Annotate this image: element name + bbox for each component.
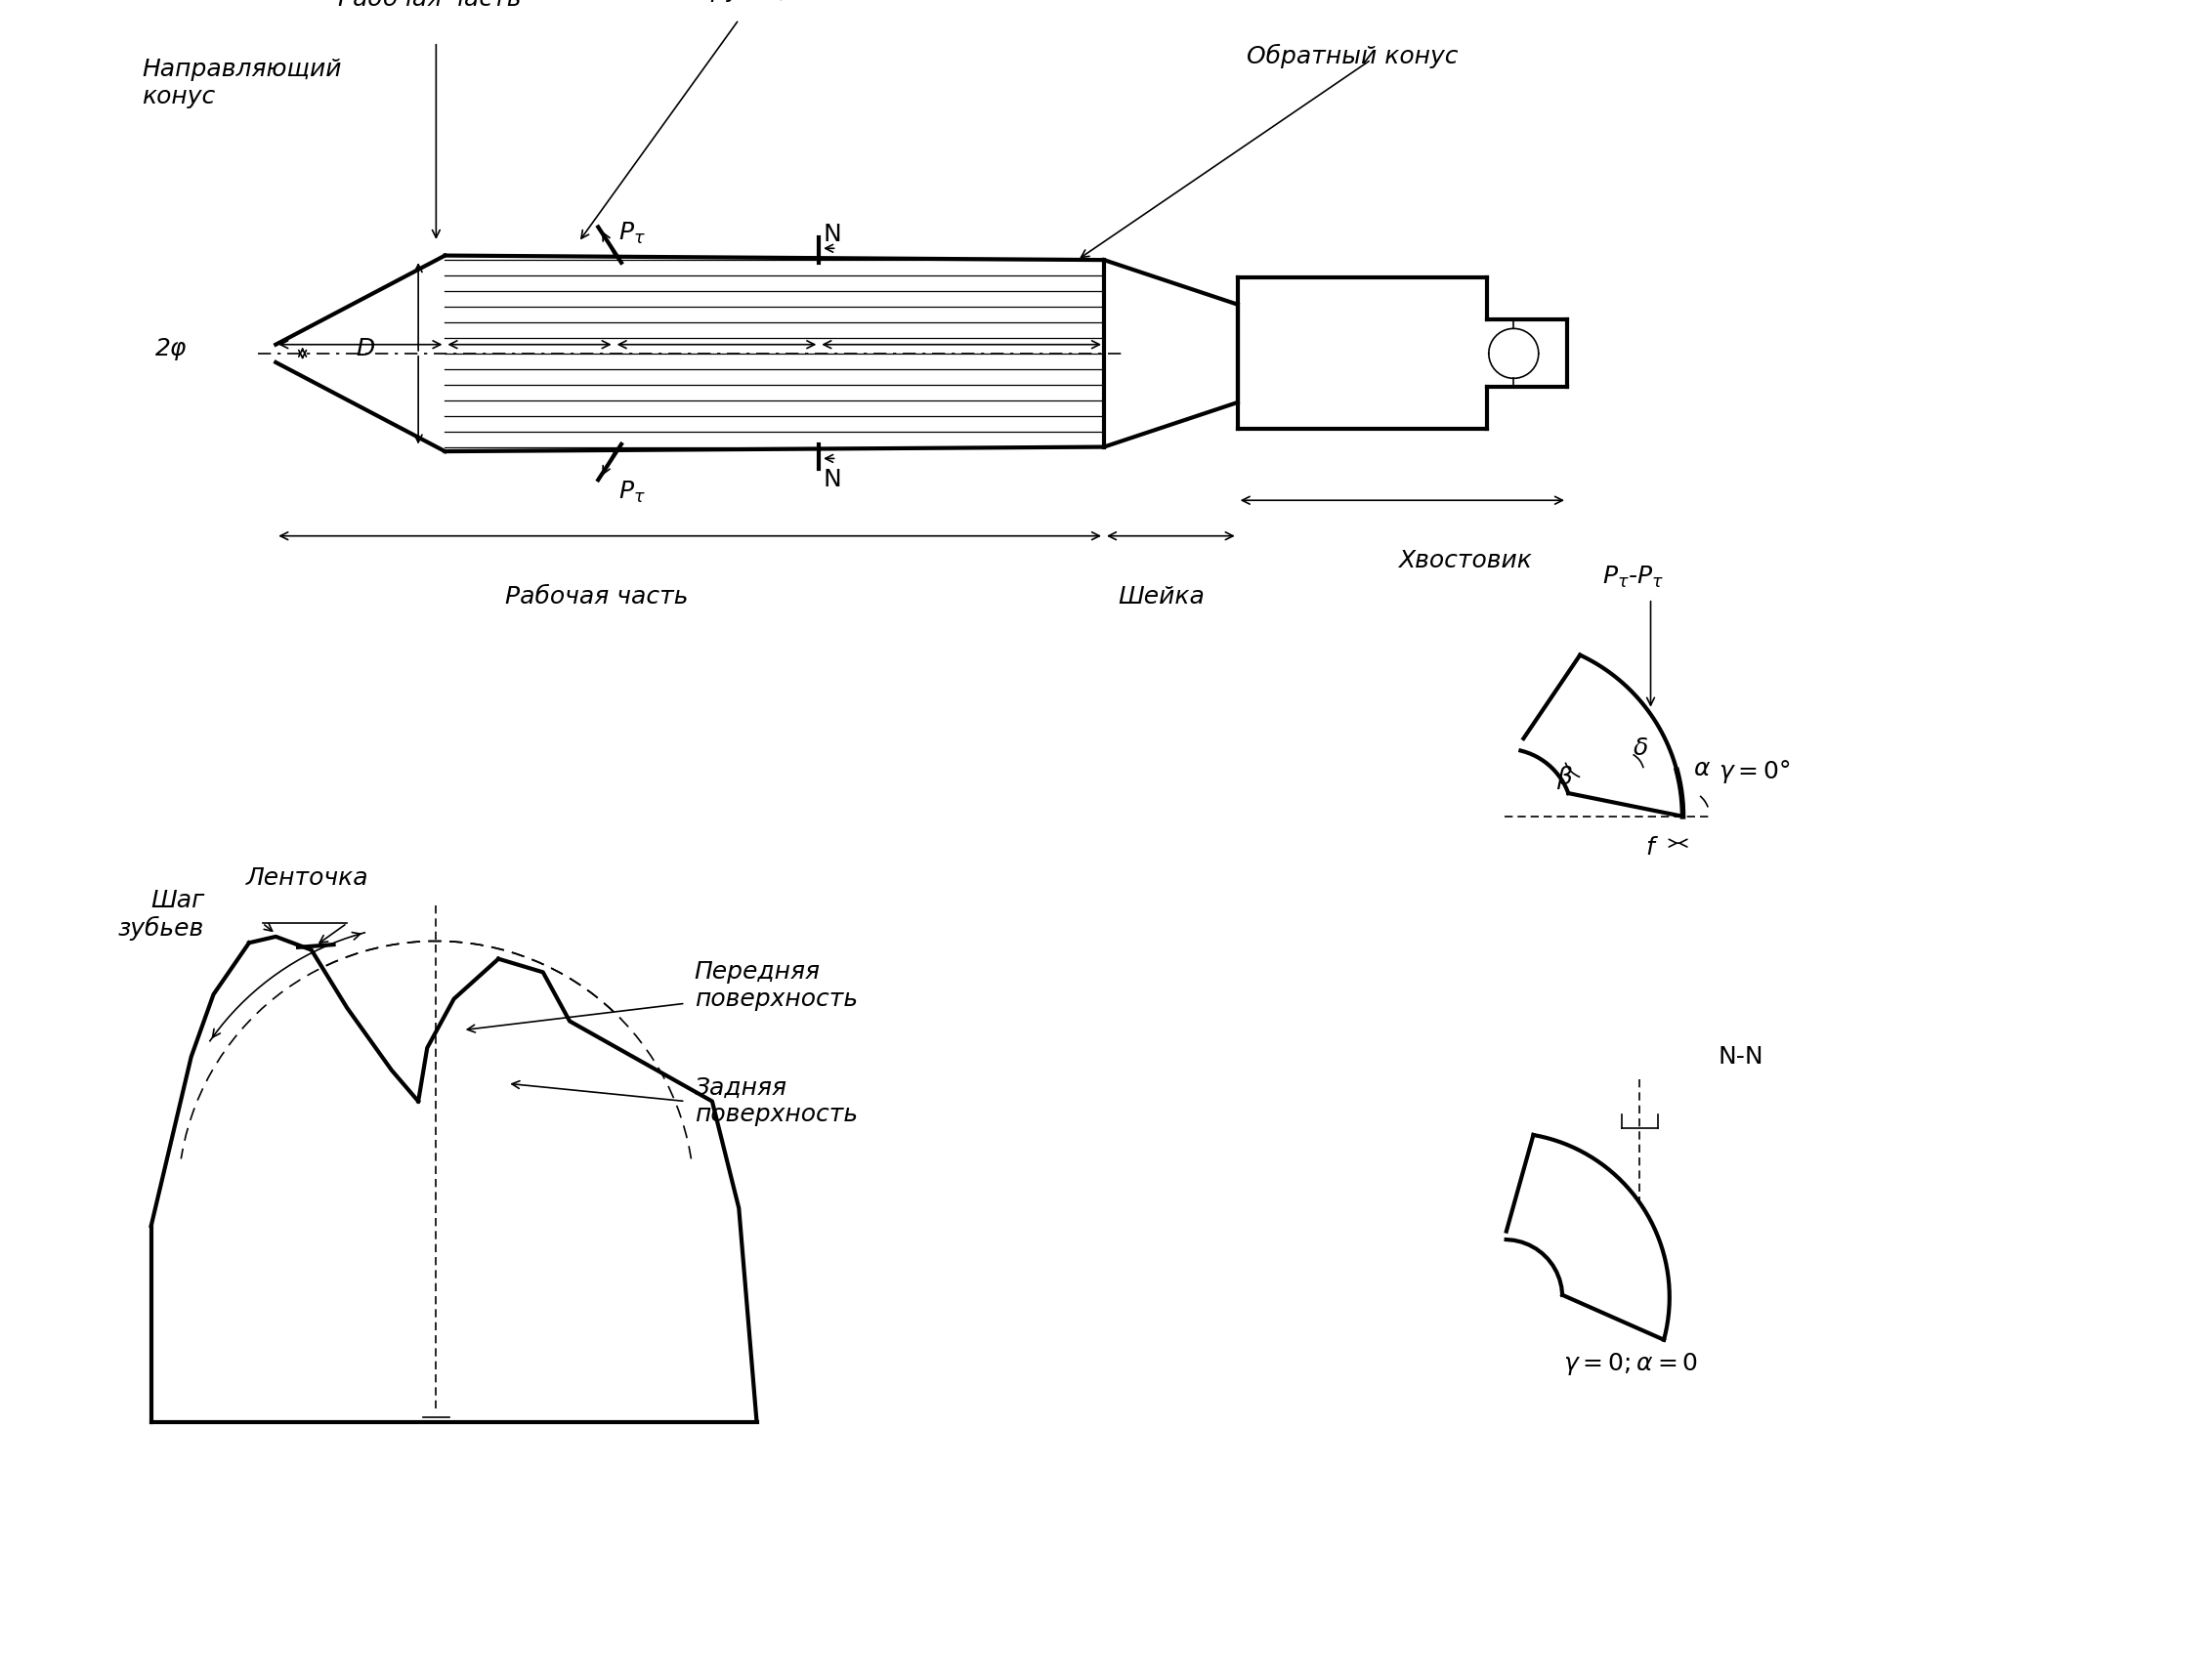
Text: N: N (824, 469, 841, 492)
Text: $P_{\tau}$: $P_{\tau}$ (618, 222, 645, 247)
Text: Рабочая часть: Рабочая часть (338, 0, 521, 10)
Text: Калибрующая часть: Калибрующая часть (631, 0, 894, 2)
Polygon shape (1506, 1136, 1669, 1339)
Text: Передняя
поверхность: Передняя поверхность (693, 961, 857, 1011)
Text: $\gamma = 0°$: $\gamma = 0°$ (1718, 758, 1791, 786)
Text: $P_{\tau}$-$P_{\tau}$: $P_{\tau}$-$P_{\tau}$ (1603, 564, 1663, 590)
Text: Направляющий
конус: Направляющий конус (141, 59, 342, 109)
Text: f: f (1645, 837, 1654, 858)
Polygon shape (150, 941, 757, 1421)
Text: 2φ: 2φ (155, 338, 188, 361)
Text: Шейка: Шейка (1119, 585, 1206, 608)
Text: Шаг
зубьев: Шаг зубьев (117, 889, 205, 941)
Polygon shape (1521, 655, 1682, 816)
Text: Ленточка: Ленточка (245, 865, 369, 889)
Text: $\gamma = 0; \alpha = 0$: $\gamma = 0; \alpha = 0$ (1563, 1351, 1698, 1378)
Text: Обратный конус: Обратный конус (1248, 44, 1457, 69)
Text: δ: δ (1634, 736, 1649, 759)
Text: N: N (824, 223, 841, 247)
Text: β: β (1557, 766, 1572, 790)
Text: $P_{\tau}$: $P_{\tau}$ (618, 479, 645, 504)
Text: Задняя
поверхность: Задняя поверхность (693, 1075, 857, 1127)
Text: Хвостовик: Хвостовик (1398, 549, 1532, 573)
Text: N-N: N-N (1718, 1045, 1764, 1068)
Text: Рабочая часть: Рабочая часть (506, 585, 689, 608)
Text: α: α (1694, 758, 1709, 781)
Text: D: D (355, 338, 375, 361)
